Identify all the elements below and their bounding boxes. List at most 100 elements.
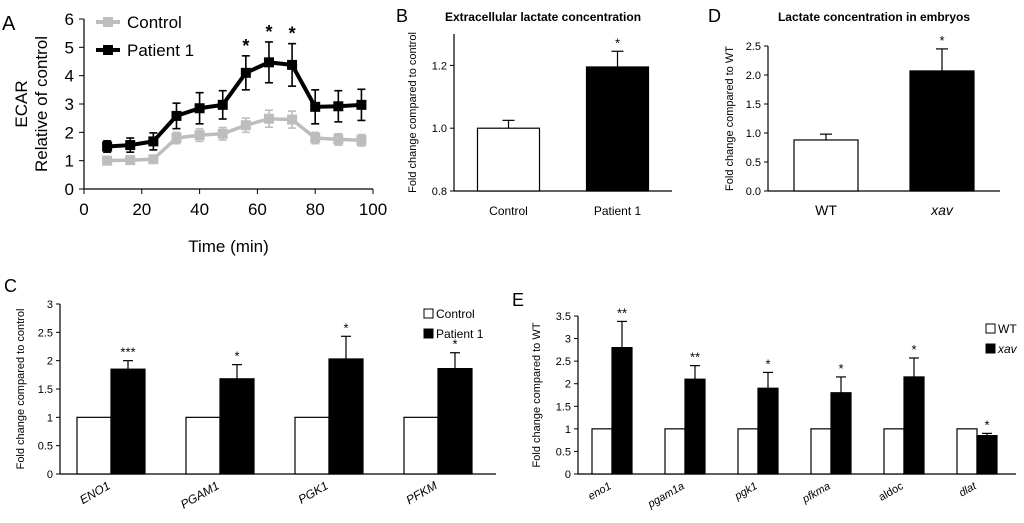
legend-label: Patient 1 [127,41,194,60]
data-point [171,133,182,143]
data-point [171,110,182,121]
bar [611,347,633,475]
significance-marker: * [234,349,239,364]
bar [437,368,473,475]
y-axis-title-line1: ECAR [12,80,31,127]
category-label: Patient 1 [594,204,642,218]
panel-d-plot: Lactate concentration in embryos 0.0 0.5 1.… [724,10,1000,218]
panel-b-plot: Extracellular lactate concentration 0.8 1.… [407,10,672,218]
legend-swatch [985,343,996,354]
y-axis-title: Fold change compared to control [15,309,27,470]
legend-label: xav [997,342,1018,356]
legend-label: Patient 1 [436,327,484,341]
data-point [217,128,228,139]
bar [757,387,779,475]
y-tick-label: 4 [65,67,74,86]
data-point [263,113,274,124]
panel-e: E 0 0.5 1 1.5 2 2.5 3 3.5 Fold change compared t… [512,290,1018,511]
data-point [333,134,344,145]
x-tick-label: 40 [190,200,209,219]
y-tick-label: 2.5 [556,356,571,368]
significance-marker: ** [617,305,627,320]
y-tick-label: 1.5 [556,401,571,413]
data-point [194,103,205,114]
panel-b: B Extracellular lactate concentration 0.8… [396,6,672,218]
y-tick-label: 0.5 [38,441,53,453]
bar [328,358,364,475]
bar [737,428,759,475]
y-tick-label: 2 [565,379,571,391]
y-tick-label: 0.5 [556,446,571,458]
y-tick-label: 2.5 [38,327,53,339]
x-tick-label: 60 [248,200,267,219]
data-point [310,101,321,112]
panel-letter-b: B [396,6,408,26]
y-tick-label: 5 [65,38,74,57]
series-line [107,116,362,163]
y-tick-label: 3 [565,334,571,346]
bar [883,428,905,475]
data-point [333,101,344,112]
y-axis-title: Fold change compared to WT [724,46,736,191]
bar [585,66,650,192]
bar [956,428,978,475]
significance-marker: * [939,33,944,48]
y-tick-label: 3 [47,299,53,311]
data-point [287,114,298,125]
category-label: PGK1 [296,478,331,506]
x-tick-label: 100 [359,200,387,219]
panel-d: D Lactate concentration in embryos 0.0 0.5… [708,6,1000,218]
legend-marker [103,17,113,27]
data-point [148,154,159,165]
data-point [125,155,136,166]
data-point [102,155,113,166]
panel-letter-e: E [512,290,524,310]
bar [793,139,859,192]
significance-marker: * [984,417,989,432]
y-axis-title-line2: Relative of control [32,36,51,172]
y-tick-label: 6 [65,10,74,29]
bar [903,376,925,475]
panel-e-plot: 0 0.5 1 1.5 2 2.5 3 3.5 Fold change compared to … [531,305,1018,511]
bar [810,428,832,475]
y-axis-title: Fold change compared to WT [531,322,543,467]
y-tick-label: 3 [65,95,74,114]
legend-label: WT [998,322,1017,336]
data-point [217,99,228,110]
category-label: PFKM [404,478,440,507]
bar [476,127,541,192]
category-label: dlat [957,480,979,500]
chart-title: Lactate concentration in embryos [778,10,970,24]
panel-c: C 0 0.5 1 1.5 2 2.5 3 Fold change compared to c… [4,276,496,512]
x-tick-label: 80 [306,200,325,219]
bar [909,70,975,192]
y-tick-label: 2.0 [746,70,761,82]
y-tick-label: 1.0 [432,123,447,135]
y-tick-label: 1 [65,152,74,171]
category-label: WT [815,202,837,218]
y-tick-label: 2.5 [746,41,761,53]
legend-label: Control [436,307,475,321]
significance-marker: * [289,24,296,44]
bar [185,416,221,475]
legend-swatch [985,323,996,334]
category-label: pgam1a [645,480,686,511]
data-point [356,135,367,146]
data-point [356,99,367,110]
bar [830,392,852,475]
significance-marker: * [452,337,457,352]
panel-letter-d: D [708,6,721,26]
legend-swatch [423,328,434,339]
data-point [263,57,274,68]
significance-marker: * [838,361,843,376]
significance-marker: ** [690,350,700,365]
y-tick-label: 1.5 [746,99,761,111]
y-tick-label: 1.5 [38,384,53,396]
data-point [125,140,136,151]
bar [976,435,998,475]
data-point [240,67,251,78]
data-point [194,130,205,141]
